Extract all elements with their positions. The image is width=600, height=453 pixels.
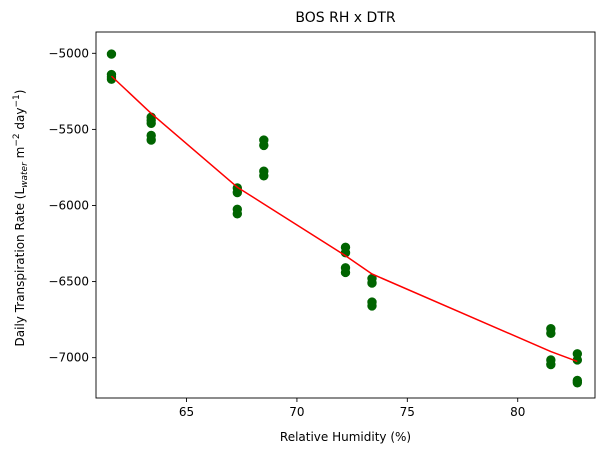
scatter-point: [259, 140, 269, 151]
scatter-point: [572, 378, 583, 388]
x-tick-label: 80: [510, 405, 525, 419]
scatter-point: [232, 187, 243, 198]
axes-layer: 65 70 75 80 −5000 −5500 −6000 −6500 −7000: [48, 31, 596, 419]
chart-title: BOS RH x DTR: [295, 10, 395, 26]
scatter-point: [340, 267, 351, 278]
plot-layer: [106, 49, 583, 388]
y-label-sub: water: [20, 161, 30, 188]
y-label-sup2: −1: [12, 94, 22, 107]
scatter-point: [259, 171, 269, 181]
x-tick-label: 70: [289, 405, 304, 419]
y-label-mid2: day: [13, 108, 27, 134]
scatter-point: [367, 301, 377, 311]
x-tick-label: 65: [179, 405, 194, 419]
scatter-point: [106, 49, 117, 59]
y-tick-label: −7000: [48, 351, 89, 365]
x-tick-label: 75: [400, 405, 415, 419]
scatter-point: [546, 328, 556, 339]
y-tick-label: −6000: [48, 198, 89, 212]
y-label-mid1: m: [13, 147, 27, 163]
scatter-point: [367, 278, 377, 288]
scatter-point: [146, 135, 156, 145]
x-axis-label: Relative Humidity (%): [280, 430, 411, 444]
scatter-point: [546, 359, 556, 370]
y-tick-label: −5000: [48, 46, 89, 60]
y-axis-label: Daily Transpiration Rate (Lwater m−2 day…: [12, 90, 30, 347]
y-tick-label: −6500: [48, 275, 89, 289]
y-tick-label: −5500: [48, 122, 89, 136]
scatter-point: [232, 209, 243, 219]
data-group: [106, 49, 583, 388]
y-label-prefix: Daily Transpiration Rate (L: [13, 188, 27, 347]
trend-line: [110, 75, 578, 363]
axes-frame: [95, 31, 596, 399]
scatter-point: [146, 118, 156, 129]
y-label-sup1: −2: [12, 133, 22, 146]
y-label-suffix: ): [13, 90, 27, 95]
